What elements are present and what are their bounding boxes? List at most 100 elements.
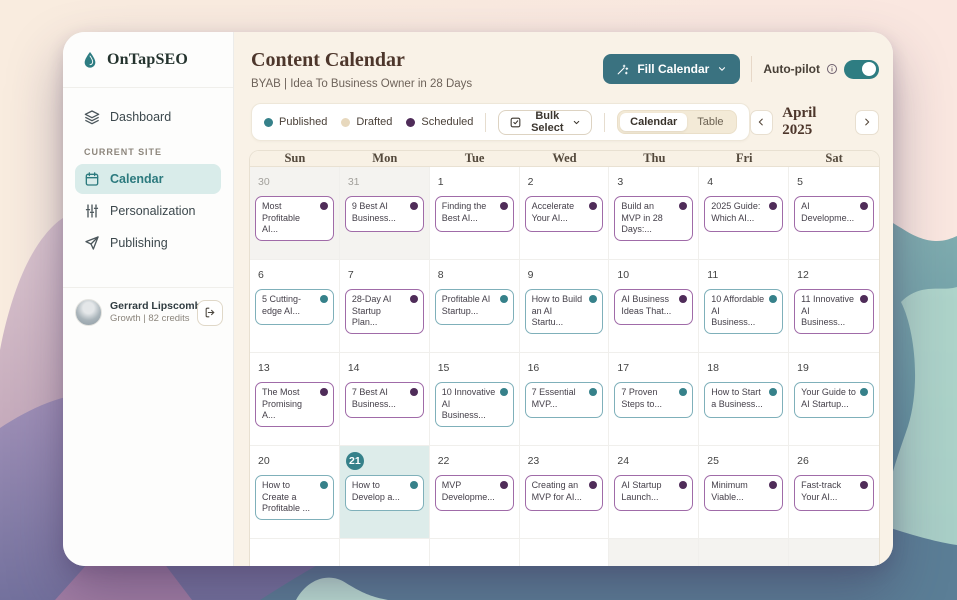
event-title: AI Developme... (801, 201, 855, 223)
day-cell-11[interactable]: 11 10 Affordable AI Business... (699, 260, 790, 353)
day-cell-26[interactable]: 26 Fast-track Your AI... (789, 446, 879, 539)
day-cell-21[interactable]: 21 How to Develop a... (339, 446, 430, 539)
day-cell-23[interactable]: 23 Creating an MVP for AI... (519, 446, 610, 539)
view-tab-calendar[interactable]: Calendar (620, 113, 688, 131)
event-card[interactable]: Your Guide to AI Startup... (794, 382, 874, 418)
event-card[interactable]: 7 Best AI Business... (344, 382, 424, 418)
day-cell-6[interactable]: 6 5 Cutting-edge AI... (250, 260, 340, 353)
event-card[interactable]: How to Create a Profitable ... (255, 475, 334, 521)
day-cell[interactable] (519, 539, 610, 566)
day-cell[interactable] (609, 539, 700, 566)
event-card[interactable]: 5 Cutting-edge AI... (255, 289, 334, 325)
event-status-dot (679, 388, 688, 396)
event-card[interactable]: 10 Affordable AI Business... (704, 289, 784, 335)
event-card[interactable]: Profitable AI Startup... (434, 289, 514, 325)
event-card[interactable]: Minimum Viable... (704, 475, 784, 511)
event-card[interactable]: 28-Day AI Startup Plan... (344, 289, 424, 335)
view-tab-table[interactable]: Table (697, 116, 724, 128)
day-cell-8[interactable]: 8 Profitable AI Startup... (429, 260, 520, 353)
day-cell-10[interactable]: 10 AI Business Ideas That... (609, 260, 700, 353)
day-cell-9[interactable]: 9 How to Build an AI Startu... (519, 260, 610, 353)
info-icon[interactable] (826, 63, 838, 75)
site-nav: Calendar Personalization Publishing (75, 164, 221, 258)
chevron-down-icon (717, 64, 727, 74)
event-card[interactable]: How to Start a Business... (704, 382, 784, 418)
event-card[interactable]: Accelerate Your AI... (524, 196, 604, 232)
event-card[interactable]: Finding the Best AI... (434, 196, 514, 232)
sidebar-item-label: Dashboard (110, 110, 172, 124)
chevron-down-icon (572, 118, 581, 127)
day-cell-12[interactable]: 12 11 Innovative AI Business... (789, 260, 879, 353)
sidebar-item-dashboard[interactable]: Dashboard (75, 102, 221, 132)
event-card[interactable]: Creating an MVP for AI... (524, 475, 604, 511)
event-card[interactable]: AI Developme... (794, 196, 874, 232)
fill-calendar-button[interactable]: Fill Calendar (603, 54, 741, 84)
day-cell-24[interactable]: 24 AI Startup Launch... (609, 446, 700, 539)
toolbar: Published Drafted Scheduled Bulk Select Ca… (234, 94, 893, 150)
sidebar-item-publishing[interactable]: Publishing (75, 228, 221, 258)
day-cell-1[interactable]: 1 Finding the Best AI... (429, 167, 520, 260)
weekday-label: Sun (284, 151, 306, 165)
event-card[interactable]: AI Startup Launch... (614, 475, 694, 511)
event-card[interactable]: Build an MVP in 28 Days:... (614, 196, 694, 242)
day-number: 23 (527, 455, 540, 467)
day-cell-19[interactable]: 19 Your Guide to AI Startup... (789, 353, 879, 446)
sidebar-item-personalization[interactable]: Personalization (75, 196, 221, 226)
event-card[interactable]: MVP Developme... (434, 475, 514, 511)
event-status-dot (409, 202, 418, 210)
legend-item-drafted: Drafted (341, 116, 392, 128)
day-cell[interactable] (339, 539, 430, 566)
status-dot (406, 117, 416, 127)
day-cell-15[interactable]: 15 10 Innovative AI Business... (429, 353, 520, 446)
day-cell-7[interactable]: 7 28-Day AI Startup Plan... (339, 260, 430, 353)
sidebar-item-calendar[interactable]: Calendar (75, 164, 221, 194)
event-card[interactable]: The Most Promising A... (255, 382, 334, 428)
event-card[interactable]: 7 Essential MVP... (524, 382, 604, 418)
day-cell-25[interactable]: 25 Minimum Viable... (699, 446, 790, 539)
autopilot-control: Auto-pilot (763, 59, 879, 79)
day-cell-16[interactable]: 16 7 Essential MVP... (519, 353, 610, 446)
prev-month-button[interactable] (749, 109, 774, 135)
event-card[interactable]: How to Develop a... (344, 475, 424, 511)
day-cell-2[interactable]: 2 Accelerate Your AI... (519, 167, 610, 260)
day-cell-13[interactable]: 13 The Most Promising A... (250, 353, 340, 446)
event-title: Fast-track Your AI... (801, 480, 842, 502)
event-card[interactable]: Most Profitable AI... (255, 196, 334, 242)
bulk-select-button[interactable]: Bulk Select (498, 109, 593, 135)
send-icon (84, 235, 100, 251)
day-cell-18[interactable]: 18 How to Start a Business... (699, 353, 790, 446)
event-card[interactable]: Fast-track Your AI... (794, 475, 874, 511)
day-cell-20[interactable]: 20 How to Create a Profitable ... (250, 446, 340, 539)
day-cell[interactable] (250, 539, 340, 566)
day-cell-14[interactable]: 14 7 Best AI Business... (339, 353, 430, 446)
day-cell[interactable] (429, 539, 520, 566)
day-cell[interactable] (699, 539, 790, 566)
event-card[interactable]: 7 Proven Steps to... (614, 382, 694, 418)
logout-button[interactable] (197, 299, 223, 326)
day-cell-17[interactable]: 17 7 Proven Steps to... (609, 353, 700, 446)
day-cell[interactable] (789, 539, 879, 566)
day-cell-5[interactable]: 5 AI Developme... (789, 167, 879, 260)
day-cell-3[interactable]: 3 Build an MVP in 28 Days:... (609, 167, 700, 260)
day-cell-22[interactable]: 22 MVP Developme... (429, 446, 520, 539)
event-card[interactable]: AI Business Ideas That... (614, 289, 694, 325)
autopilot-toggle[interactable] (844, 59, 879, 79)
day-number: 31 (347, 176, 360, 188)
day-cell-30[interactable]: 30 Most Profitable AI... (250, 167, 340, 260)
event-card[interactable]: How to Build an AI Startu... (524, 289, 604, 335)
event-title: 10 Innovative AI Business... (441, 387, 496, 421)
event-title: 11 Innovative AI Business... (801, 294, 855, 328)
event-card[interactable]: 9 Best AI Business... (344, 196, 424, 232)
day-cell-31[interactable]: 31 9 Best AI Business... (339, 167, 430, 260)
event-card[interactable]: 11 Innovative AI Business... (794, 289, 874, 335)
day-number (528, 545, 604, 563)
next-month-button[interactable] (855, 109, 880, 135)
legend-item-published: Published (264, 116, 327, 128)
event-card[interactable]: 10 Innovative AI Business... (434, 382, 514, 428)
weekday-header: Sun Mon Tue Wed Thu Fri Sat (250, 151, 879, 167)
event-card[interactable]: 2025 Guide: Which AI... (704, 196, 784, 232)
day-number: 17 (617, 362, 630, 374)
day-number: 15 (437, 362, 450, 374)
weekday-label: Wed (552, 151, 577, 165)
day-cell-4[interactable]: 4 2025 Guide: Which AI... (699, 167, 790, 260)
